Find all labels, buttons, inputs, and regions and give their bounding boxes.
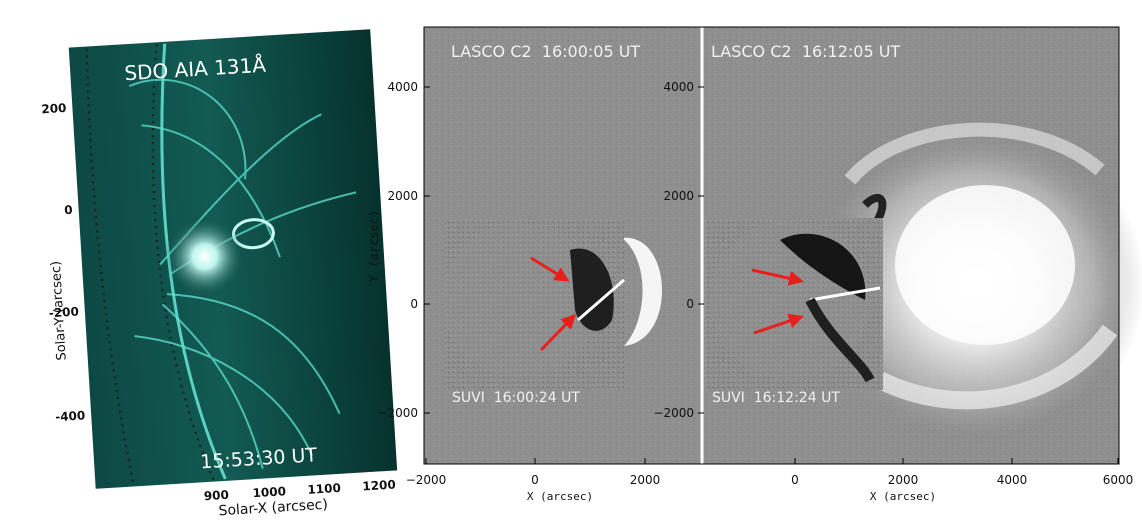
lasco-right-y-tick: −2000 xyxy=(653,406,694,420)
arrow-icon xyxy=(751,268,804,286)
aia-panel: SDO AIA 131Å 15:53:30 UT 200 0 -200 -400… xyxy=(41,29,398,520)
lasco-right-x-axis-label: X (arcsec) xyxy=(870,490,936,503)
lasco-left-x-tick: 0 xyxy=(531,473,539,487)
lasco-y-tick: 0 xyxy=(410,297,418,311)
arrow-icon xyxy=(753,313,804,335)
lasco-right-y-tick: 0 xyxy=(686,297,694,311)
aia-x-tick: 1200 xyxy=(362,477,396,493)
lasco-left-x-tick: −2000 xyxy=(406,473,447,487)
lasco-right-x-tick: 2000 xyxy=(888,473,919,487)
lasco-y-tick: −2000 xyxy=(377,406,418,420)
lasco-right-x-tick: 0 xyxy=(791,473,799,487)
lasco-right-x-tick: 6000 xyxy=(1103,473,1134,487)
arrow-icon xyxy=(530,256,570,282)
suvi-label-right: SUVI 16:12:24 UT xyxy=(712,390,840,406)
lasco-label-left: LASCO C2 16:00:05 UT xyxy=(451,42,640,61)
aia-x-tick: 1100 xyxy=(307,481,341,497)
flare-source xyxy=(164,216,245,297)
lasco-y-tick: 2000 xyxy=(387,189,418,203)
aia-x-tick: 900 xyxy=(203,488,229,504)
suvi-label-left: SUVI 16:00:24 UT xyxy=(452,390,580,406)
aia-x-tick: 1000 xyxy=(252,484,286,500)
cme-cloud xyxy=(805,122,1142,445)
aia-y-axis-label: Solar-Y (arcsec) xyxy=(49,260,70,360)
lasco-label-right: LASCO C2 16:12:05 UT xyxy=(711,42,900,61)
aia-y-tick: 200 xyxy=(41,101,67,117)
aia-x-axis-label: Solar-X (arcsec) xyxy=(218,497,328,520)
lasco-left-x-axis-label: X (arcsec) xyxy=(527,490,593,503)
lasco-right-x-tick: 4000 xyxy=(997,473,1028,487)
lasco-left-x-tick: 2000 xyxy=(630,473,661,487)
cme-front-left xyxy=(622,237,663,346)
lasco-y-tick: 4000 xyxy=(387,80,418,94)
lasco-panel: LASCO C2 16:00:05 UT LASCO C2 16:12:05 U… xyxy=(367,26,1142,503)
red-arrows xyxy=(530,256,804,352)
lasco-y-axis-label: Y (arcsec) xyxy=(367,210,381,282)
lasco-right-y-tick: 2000 xyxy=(663,189,694,203)
aia-y-tick: -400 xyxy=(55,408,86,424)
aia-y-tick: 0 xyxy=(64,203,73,217)
aia-y-tick: -200 xyxy=(48,305,79,321)
arrow-icon xyxy=(539,313,577,352)
lasco-right-y-tick: 4000 xyxy=(663,80,694,94)
